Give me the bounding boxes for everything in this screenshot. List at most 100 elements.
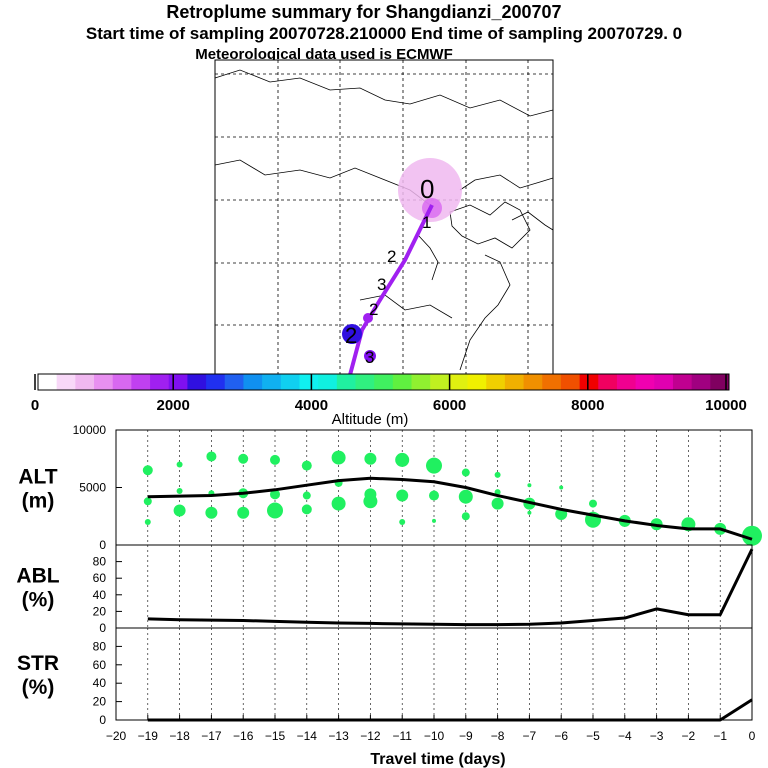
colorbar-swatch <box>392 374 413 390</box>
day-label: 0 <box>420 174 434 204</box>
x-tick-label: −15 <box>265 729 286 743</box>
series-line <box>147 548 754 627</box>
coastline <box>449 201 531 249</box>
colorbar-swatch <box>448 374 469 390</box>
colorbar-swatch <box>150 374 170 390</box>
colorbar-swatch <box>635 374 655 390</box>
colorbar-tick-label: 8000 <box>571 397 604 414</box>
plume-centroid-line <box>348 204 434 376</box>
x-tick-label: −11 <box>392 729 412 743</box>
x-tick-label: −20 <box>106 729 127 743</box>
altitude-blob <box>144 519 151 525</box>
release-circle <box>398 158 462 222</box>
altitude-colorbar <box>34 373 730 391</box>
x-tick-label: −18 <box>169 729 190 743</box>
y-axis-label: (%) <box>22 589 55 612</box>
y-tick-label: 5000 <box>79 481 106 495</box>
x-tick-label: −3 <box>650 729 664 743</box>
x-tick-label: −8 <box>491 729 505 743</box>
colorbar-swatch <box>224 374 244 390</box>
day-label: 2 <box>387 247 396 266</box>
altitude-blob <box>432 518 436 523</box>
altitude-blob <box>205 506 218 519</box>
plume-cluster <box>364 350 376 362</box>
panel-abl: 80 60 40 20 0 ABL(%) <box>16 544 754 635</box>
altitude-blob <box>176 461 183 468</box>
colorbar-swatch <box>262 374 282 390</box>
colorbar-tick-label: 2000 <box>157 397 190 414</box>
altitude-blob <box>302 491 311 500</box>
colorbar-swatch <box>168 374 188 390</box>
river-line <box>359 294 453 319</box>
altitude-blob <box>395 452 410 467</box>
altitude-blob <box>206 451 217 462</box>
y-tick-label: 20 <box>93 695 107 709</box>
altitude-blob <box>301 460 312 471</box>
coastline <box>511 211 554 231</box>
colorbar-swatch <box>411 374 431 390</box>
river-line <box>417 234 439 281</box>
colorbar-swatch <box>75 374 95 390</box>
altitude-blob <box>742 525 762 546</box>
border-line <box>459 174 554 191</box>
colorbar-swatch <box>374 374 394 390</box>
time-series-panels: 1000050000ALT(m)806040200ABL(%)806040200… <box>16 423 762 768</box>
colorbar-swatch <box>560 374 581 390</box>
y-tick-label: 80 <box>93 555 107 569</box>
colorbar-swatch <box>131 374 151 390</box>
colorbar-swatch <box>206 374 226 390</box>
plume-track <box>342 158 462 376</box>
altitude-blob <box>331 496 346 511</box>
x-tick-label: −10 <box>424 729 445 743</box>
colorbar-swatch <box>672 374 693 390</box>
y-axis-label: ABL <box>16 565 59 588</box>
colorbar-swatch <box>467 374 487 390</box>
y-tick-label: 40 <box>93 588 107 602</box>
colorbar-swatch <box>654 374 674 390</box>
colorbar-swatch <box>112 374 132 390</box>
colorbar-tick-label: 4000 <box>295 397 328 414</box>
colorbar-swatch <box>616 374 637 390</box>
colorbar-frame <box>37 373 730 391</box>
plume-cluster <box>363 313 373 323</box>
x-tick-label: −17 <box>201 729 222 743</box>
map-borders <box>214 69 554 371</box>
x-tick-label: −16 <box>233 729 254 743</box>
colorbar-swatch <box>94 374 114 390</box>
colorbar-swatch <box>691 374 711 390</box>
y-tick-label: 60 <box>93 571 107 585</box>
x-tick-label: −14 <box>297 729 318 743</box>
x-tick-label: −6 <box>554 729 568 743</box>
altitude-blob <box>458 489 473 504</box>
plume-cluster <box>342 324 362 344</box>
altitude-blob <box>527 510 532 515</box>
chart-title: Retroplume summary for Shangdianzi_20070… <box>166 2 562 22</box>
altitude-blob <box>396 489 409 502</box>
y-tick-label: 0 <box>99 713 106 727</box>
x-tick-label: −2 <box>682 729 696 743</box>
colorbar-tick-labels: 0 2000 4000 6000 8000 10000 <box>31 397 747 414</box>
colorbar-tick-label: 10000 <box>705 397 747 414</box>
x-tick-label: −7 <box>523 729 537 743</box>
altitude-blob <box>142 465 153 476</box>
y-axis-label: (m) <box>22 490 55 513</box>
altitude-blob <box>267 502 283 519</box>
sampling-times: Start time of sampling 20070728.210000 E… <box>85 24 683 43</box>
day-label: 1 <box>422 213 431 232</box>
y-tick-label: 80 <box>93 639 107 653</box>
met-data-note: Meteorological data used is ECMWF <box>195 46 453 63</box>
altitude-blob <box>461 468 470 477</box>
colorbar-swatch <box>56 374 76 390</box>
colorbar-swatch <box>598 374 618 390</box>
x-tick-label: −19 <box>138 729 159 743</box>
colorbar-swatch <box>542 374 562 390</box>
y-tick-label: 10000 <box>73 423 107 437</box>
colorbar-swatch <box>486 374 506 390</box>
colorbar-tick-label: 6000 <box>433 397 466 414</box>
map-day-labels: 0 1 2 3 2 2 3 <box>345 174 434 367</box>
series-line <box>147 698 753 722</box>
x-tick-label: −5 <box>586 729 600 743</box>
y-axis-label: STR <box>17 652 59 675</box>
border-line <box>214 69 554 117</box>
